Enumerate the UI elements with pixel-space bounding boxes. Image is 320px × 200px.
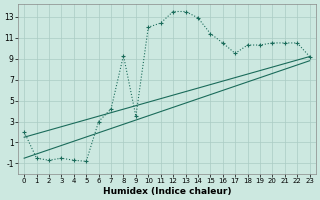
X-axis label: Humidex (Indice chaleur): Humidex (Indice chaleur) xyxy=(103,187,231,196)
